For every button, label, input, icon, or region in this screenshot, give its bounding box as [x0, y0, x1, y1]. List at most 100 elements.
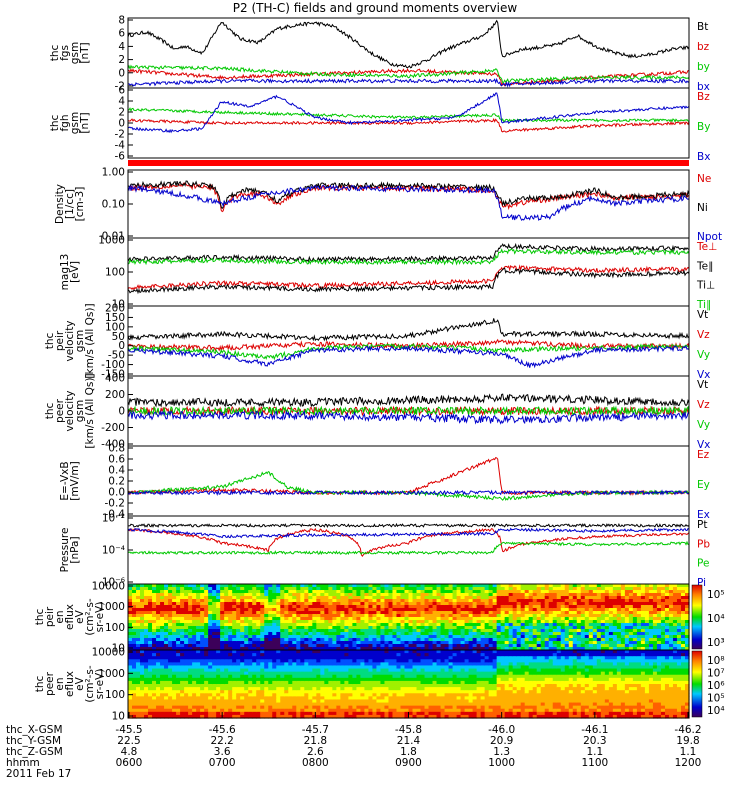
series-Ez-line	[127, 457, 690, 496]
series-Vy-line	[127, 405, 690, 417]
y-axis-label-pressure: Pressure[nPa]	[59, 528, 81, 573]
y-tick-label: 8	[118, 15, 125, 27]
y-tick-label: 6	[118, 28, 125, 40]
y-axis-label-line: eV	[74, 676, 86, 690]
y-axis-label-line: [km/s (All Qs)]	[84, 373, 96, 448]
legend-Vx: Vx	[697, 439, 710, 451]
y-axis-label-line: peer	[54, 398, 66, 423]
y-tick-label: 200	[105, 389, 125, 401]
y-tick-label: -4	[115, 140, 126, 152]
y-tick-label: 10⁻²	[102, 513, 125, 525]
legend-Pi: Pi	[697, 577, 706, 589]
legend-Pe: Pe	[697, 558, 709, 570]
legend-bx: bx	[697, 81, 710, 93]
x-axis-value: -46.0	[488, 724, 516, 736]
x-axis-value: -46.2	[674, 724, 702, 736]
y-tick-label: 0.2	[108, 476, 125, 488]
y-tick-label: 0.01	[102, 231, 125, 243]
y-tick-label: 1.00	[102, 167, 125, 179]
y-axis-label-line: thc	[44, 403, 56, 420]
legend-Ti∥: Ti∥	[696, 299, 711, 311]
legend-Npot: Npot	[697, 231, 722, 243]
y-axis-label-line: [mV/m]	[69, 461, 81, 500]
x-axis-value: 2.6	[306, 746, 324, 758]
y-axis-label-line: (cm²-s-	[84, 665, 96, 703]
series-bx-line	[127, 77, 690, 88]
series-Te⊥-line	[127, 264, 690, 291]
x-axis-value: 1000	[488, 757, 516, 769]
y-axis-label-line: eV	[74, 609, 86, 623]
series-Bt-line	[127, 19, 690, 69]
x-axis-value: 1200	[674, 757, 702, 769]
x-axis-row-label: thc_Z-GSM	[6, 746, 63, 758]
series-Pb-line	[127, 527, 690, 558]
y-tick-label: 0	[118, 340, 125, 352]
y-tick-label: 100	[105, 689, 125, 701]
data-gap-bar	[128, 160, 689, 166]
x-axis-value: -45.8	[394, 724, 423, 736]
x-axis-value: 1.3	[493, 746, 510, 758]
y-tick-label: 100	[105, 267, 125, 279]
y-tick-label: 150	[105, 312, 125, 324]
y-tick-label: 4	[118, 41, 125, 53]
y-axis-label-line: Density	[54, 184, 66, 224]
y-axis-label-line: [1/cc]	[64, 189, 76, 219]
series-Vt-line	[127, 318, 690, 342]
y-tick-label: 6	[118, 85, 125, 97]
y-tick-label: -50	[108, 350, 125, 362]
x-axis-value: -45.6	[208, 724, 236, 736]
y-axis-label-line: eflux	[64, 604, 76, 630]
series-Ne-line	[127, 182, 690, 213]
y-tick-label: 10	[112, 299, 125, 311]
series-by-line	[127, 64, 690, 84]
spectrogram-peirspec	[128, 584, 690, 651]
series-Vx-line	[127, 409, 690, 425]
series-Vt-line	[127, 393, 690, 408]
y-axis-label-temp: mag13[eV]	[59, 254, 81, 291]
y-tick-label: 1000	[98, 601, 125, 613]
y-axis-label-line: [nPa]	[69, 536, 81, 563]
y-axis-label-line: velocity	[64, 320, 76, 361]
y-tick-label: 0.10	[102, 199, 125, 211]
x-axis-value: 1.1	[586, 746, 604, 758]
x-axis-value: 1.1	[679, 746, 697, 758]
y-axis-label-line: gsm	[69, 42, 81, 64]
y-tick-label: 100	[105, 321, 125, 333]
series-Te∥-line	[127, 267, 690, 295]
y-tick-label: 400	[105, 373, 125, 385]
x-axis-value: 21.4	[396, 735, 421, 747]
colorbar-tick: 10⁸	[707, 655, 725, 667]
legend-Ti⊥: Ti⊥	[696, 280, 715, 292]
y-axis-label-line: [eV]	[69, 261, 81, 283]
y-axis-label-peirspec: thcpeirenefluxeV(cm²-s-sr-eV)	[34, 598, 106, 636]
x-axis-row-label: thc_Y-GSM	[6, 735, 61, 747]
y-axis-label-line: en	[54, 610, 66, 623]
y-axis-label-line: velocity	[64, 390, 76, 431]
y-tick-label: 10⁻⁴	[102, 545, 125, 557]
y-axis-label-peirvel: thcpeirvelocitygsm[km/s (All Qs)]	[44, 303, 96, 378]
y-axis-label-line: [nT]	[79, 42, 91, 63]
y-axis-label-line: Pressure	[59, 528, 71, 573]
y-axis-label-line: gsm	[69, 112, 81, 134]
legend-Ne: Ne	[697, 173, 711, 185]
x-axis-value: -45.5	[115, 724, 143, 736]
series-Vx-line	[127, 345, 690, 369]
panel-frame-peirvel	[127, 305, 690, 377]
legend-By: By	[697, 121, 710, 133]
x-axis-value: 20.3	[583, 735, 607, 747]
y-axis-label-peervel: thcpeervelocitygsm[km/s (All Qs)]	[44, 373, 96, 448]
legend-Bz: Bz	[697, 91, 710, 103]
legend-Ni: Ni	[697, 202, 708, 214]
series-Bx-line	[127, 92, 690, 134]
x-axis-value: 0600	[115, 757, 143, 769]
x-axis-value: 0900	[395, 757, 422, 769]
y-tick-label: -0.2	[105, 498, 126, 510]
legend-Vz: Vz	[697, 329, 710, 341]
y-tick-label: 10000	[92, 647, 125, 659]
legend-Pt: Pt	[697, 519, 707, 531]
y-axis-label-line: fgs	[59, 45, 71, 61]
colorbar-tick: 10³	[707, 637, 725, 649]
legend-Vt: Vt	[697, 309, 708, 321]
legend-Te⊥: Te⊥	[696, 241, 717, 253]
